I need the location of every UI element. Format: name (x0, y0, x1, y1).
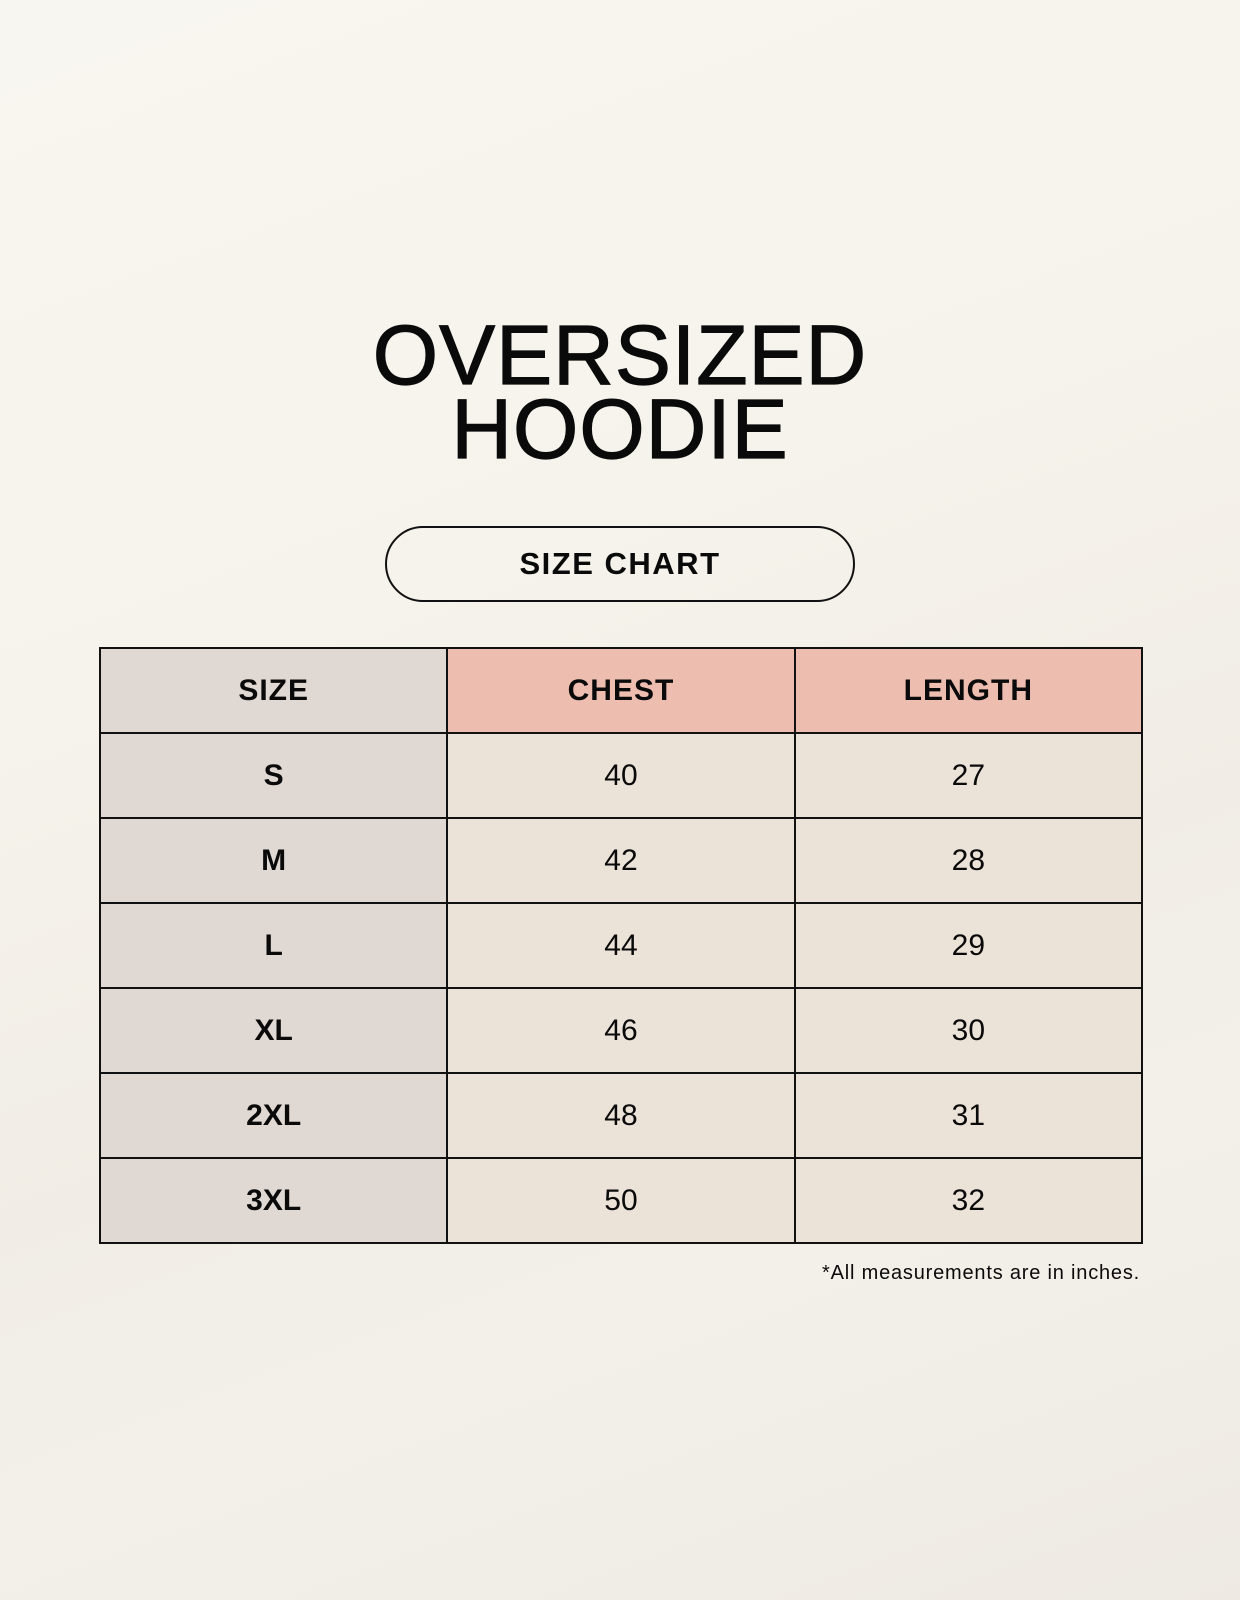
table-row: M 42 28 (98, 817, 1144, 904)
cell-size: S (98, 732, 449, 819)
header-chest: CHEST (446, 647, 796, 734)
table-row: S 40 27 (98, 732, 1144, 819)
cell-length: 32 (793, 1157, 1144, 1244)
table-row: 2XL 48 31 (98, 1072, 1144, 1159)
cell-size: 3XL (98, 1157, 449, 1244)
cell-size: XL (98, 987, 449, 1074)
cell-chest: 46 (446, 987, 796, 1074)
cell-chest: 40 (446, 732, 796, 819)
cell-size: L (98, 902, 449, 989)
page-title: OVERSIZED HOODIE (0, 308, 1240, 476)
table-row: XL 46 30 (98, 987, 1144, 1074)
cell-size: M (98, 817, 449, 904)
header-length: LENGTH (793, 647, 1144, 734)
cell-length: 30 (793, 987, 1144, 1074)
cell-chest: 50 (446, 1157, 796, 1244)
size-chart-badge: SIZE CHART (385, 526, 855, 602)
cell-size: 2XL (98, 1072, 449, 1159)
cell-length: 28 (793, 817, 1144, 904)
cell-length: 31 (793, 1072, 1144, 1159)
header-size: SIZE (98, 647, 449, 734)
title-line-1: OVERSIZED (372, 308, 868, 402)
cell-length: 27 (793, 732, 1144, 819)
title-line-2: HOODIE (451, 382, 789, 476)
table-header-row: SIZE CHEST LENGTH (98, 647, 1144, 734)
table-row: L 44 29 (98, 902, 1144, 989)
cell-length: 29 (793, 902, 1144, 989)
cell-chest: 42 (446, 817, 796, 904)
cell-chest: 48 (446, 1072, 796, 1159)
footnote: *All measurements are in inches. (822, 1262, 1140, 1284)
cell-chest: 44 (446, 902, 796, 989)
table-row: 3XL 50 32 (98, 1157, 1144, 1244)
size-table: SIZE CHEST LENGTH S 40 27 M 42 28 L 44 29 XL 46 30 2… (98, 647, 1144, 1244)
